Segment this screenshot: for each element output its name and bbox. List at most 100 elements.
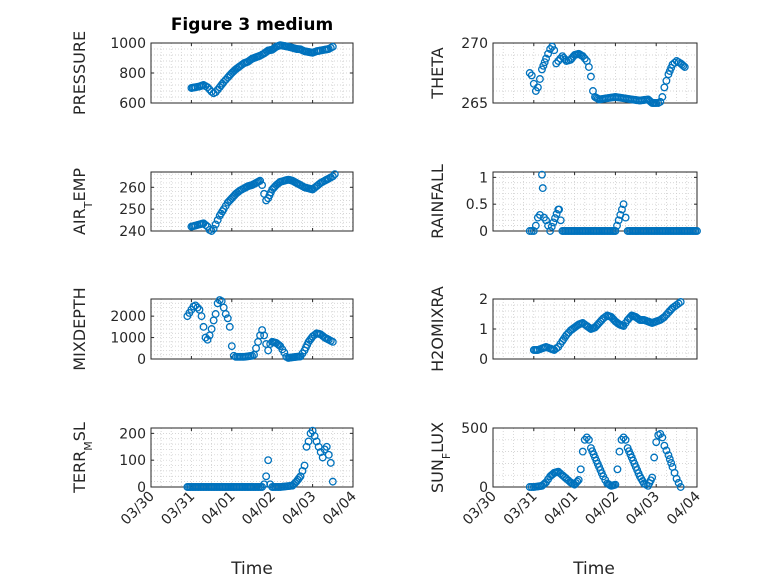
data-point [535,75,544,83]
y-axis-label: TERRMSL [70,422,95,494]
data-point [582,433,591,442]
data-point [280,348,289,357]
data-point [664,451,673,460]
data-point [539,61,548,70]
data-point [525,69,534,77]
data-point [617,435,626,444]
data-point [621,213,630,222]
data-point [533,83,542,92]
data-point [262,472,271,481]
y-tick-label: 1000 [110,36,146,52]
figure-title: Figure 3 medium [171,15,333,35]
data-point [693,227,701,235]
data-point [621,435,630,444]
data-point [680,63,689,71]
data-point [619,200,628,209]
data-point [584,63,593,71]
data-point [227,342,236,351]
y-tick-label: 0 [479,352,488,368]
y-tick-label: 800 [119,66,146,82]
data-point [211,310,220,318]
y-tick-label: 270 [461,36,488,52]
y-tick-label: 100 [119,453,146,469]
data-point [611,480,620,489]
data-point [611,227,620,235]
data-point [193,303,202,312]
data-point [586,72,595,81]
y-tick-label: 0 [479,224,488,240]
data-point [555,205,564,214]
subplot-theta: 265 270 THETA [428,36,698,112]
data-point [223,314,232,323]
data-point [619,433,628,442]
data-point [219,78,228,86]
y-tick-label: 1 [479,170,488,186]
data-point [656,97,665,106]
y-axis-label: THETA [428,47,447,99]
data-point [676,483,685,491]
data-point [578,52,587,61]
data-point [674,299,683,308]
data-point [660,313,669,321]
data-point [300,461,309,470]
x-axis-label-right: Time [572,559,615,579]
data-point [562,331,571,339]
data-point [527,71,536,80]
data-point [203,83,212,92]
data-point [662,446,671,455]
data-point [658,93,667,101]
data-point [211,220,220,229]
y-tick-label: 265 [461,96,488,112]
data-point [615,447,624,456]
data-point [658,433,667,442]
data-point [197,312,206,321]
data-point [613,465,622,474]
data-point [574,475,583,484]
data-point [679,61,688,70]
y-tick-label: 500 [461,421,488,437]
y-tick-label: 260 [119,180,146,196]
axes-box [492,427,698,488]
subplot-rainfall: 0 0.5 1 RAINFALL [428,164,701,240]
y-tick-label: 2000 [110,309,146,325]
data-point [674,478,683,487]
data-point [538,170,546,179]
data-point [213,216,222,225]
data-point [221,310,230,318]
data-point [550,46,559,55]
data-point [648,473,657,482]
data-point [650,453,659,462]
data-point [546,45,555,53]
data-point [209,224,218,233]
data-point [672,474,681,483]
data-point [617,205,626,214]
data-point [538,184,547,193]
data-point [573,477,582,486]
data-point [547,222,556,231]
y-axis-label: RAINFALL [428,164,447,239]
y-tick-label: 0 [137,480,146,496]
y-axis-label: MIXDEPTH [70,287,89,370]
y-tick-label: 0.5 [466,197,488,213]
data-point [584,435,593,444]
data-point [258,181,267,190]
data-point [199,322,208,331]
axes-box [492,42,698,104]
data-point [326,458,335,467]
data-point [552,344,561,353]
data-point [264,456,273,465]
data-point [328,172,337,181]
data-point [613,221,621,230]
subplot-air_temp: 240 250 260 AIRTEMP [70,168,354,240]
data-point [324,450,333,459]
y-tick-label: 1000 [110,331,146,347]
x-axis-label-left: Time [230,559,273,579]
data-point [201,333,210,342]
data-point [256,176,265,185]
y-tick-label: 600 [119,96,146,112]
data-point [676,298,685,306]
data-point [556,216,565,225]
data-point [531,221,540,230]
data-point [203,335,212,344]
